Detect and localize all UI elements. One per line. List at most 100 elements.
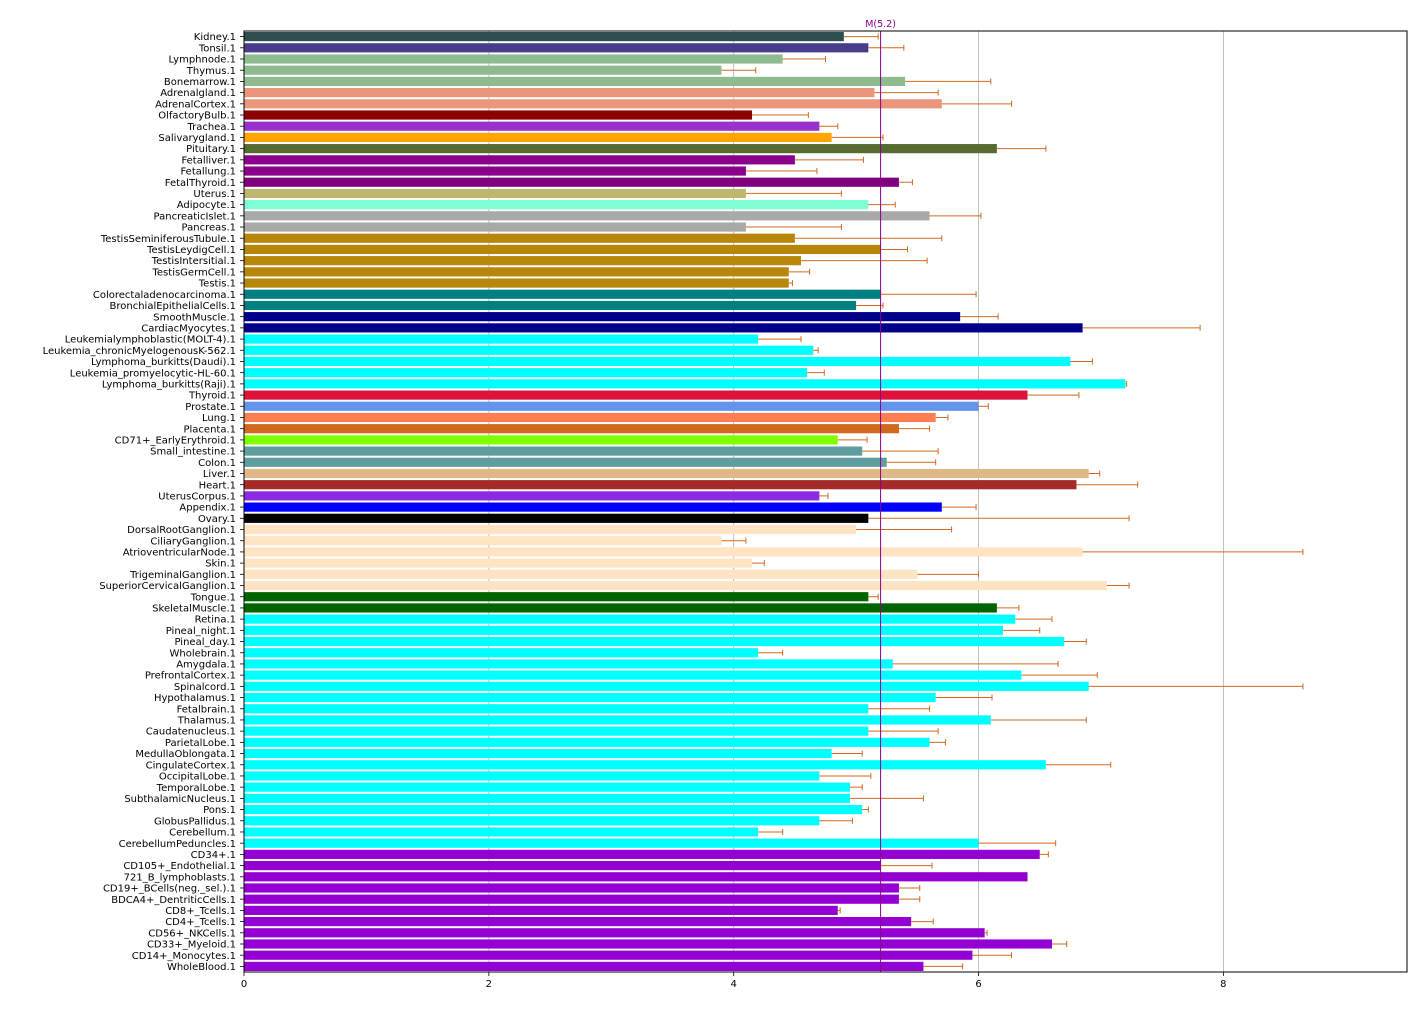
category-label-56: Amygdala.1 [176, 660, 236, 671]
error-bar-56 [892, 660, 1059, 667]
error-bar-80 [984, 929, 988, 936]
bar-38 [244, 457, 887, 467]
bar-11 [244, 155, 795, 165]
category-label-38: Colon.1 [198, 458, 236, 469]
error-bar-19 [880, 246, 909, 253]
x-tick-labels: 0 2 4 6 8 [241, 972, 1227, 990]
category-label-18: TestisSeminiferousTubule.1 [100, 234, 236, 245]
error-bar-14 [745, 190, 842, 197]
error-bar-38 [886, 459, 937, 466]
error-bar-4 [905, 78, 992, 85]
error-bar-32 [1027, 392, 1080, 399]
category-label-45: CiliaryGanglion.1 [150, 536, 236, 547]
category-label-23: Colorectaladenocarcinoma.1 [93, 290, 236, 301]
category-label-28: Leukemia_chronicMyelogenousK-562.1 [43, 346, 236, 357]
category-label-63: ParietalLobe.1 [165, 738, 236, 749]
category-label-6: AdrenalCortex.1 [155, 99, 236, 110]
bar-77 [244, 894, 899, 904]
error-bar-23 [880, 291, 977, 298]
bar-31 [244, 379, 1126, 389]
bar-74 [244, 860, 881, 871]
error-bar-5 [874, 89, 939, 96]
bar-35 [244, 424, 899, 434]
category-label-44: DorsalRootGanglion.1 [127, 525, 236, 536]
category-label-82: CD14+_Monocytes.1 [132, 951, 236, 962]
error-bar-61 [990, 716, 1087, 723]
bar-22 [244, 278, 789, 288]
error-bar-35 [898, 425, 931, 432]
category-label-29: Lymphoma_burkitts(Daudi).1 [91, 357, 236, 368]
category-label-76: CD19+_BCells(neg._sel.).1 [103, 884, 236, 895]
bar-54 [244, 636, 1065, 647]
category-label-55: Wholebrain.1 [169, 648, 236, 659]
category-label-62: Caudatenucleus.1 [146, 727, 236, 738]
error-bar-12 [745, 168, 818, 175]
bar-60 [244, 704, 869, 714]
category-label-34: Lung.1 [202, 413, 236, 424]
category-label-68: SubthalamicNucleus.1 [124, 794, 236, 805]
error-bar-76 [898, 884, 921, 891]
category-label-74: CD105+_Endothelial.1 [123, 861, 236, 872]
x-tick-label-0: 0 [241, 979, 247, 990]
reference-line-layer: M(5.2) [865, 19, 896, 972]
bar-80 [244, 928, 985, 938]
bar-2 [244, 54, 783, 64]
category-label-14: Uterus.1 [193, 189, 236, 200]
plot-frame [243, 30, 1408, 973]
error-bar-6 [941, 100, 1013, 107]
error-bar-52 [1015, 616, 1053, 623]
bar-4 [244, 76, 906, 87]
error-bar-22 [788, 280, 793, 287]
error-bar-9 [831, 134, 884, 141]
category-label-26: CardiacMyocytes.1 [141, 323, 236, 334]
category-label-0: Kidney.1 [194, 32, 236, 43]
error-bar-41 [819, 492, 829, 499]
x-tick-label-1: 2 [486, 979, 492, 990]
category-label-60: Fetalbrain.1 [177, 704, 236, 715]
error-bar-25 [960, 313, 999, 320]
category-label-13: FetalThyroid.1 [165, 178, 236, 189]
category-label-57: PrefrontalCortex.1 [145, 671, 236, 682]
bar-53 [244, 625, 1004, 635]
reference-line-label: M(5.2) [865, 19, 896, 30]
category-label-9: Salivarygland.1 [158, 133, 236, 144]
error-bar-3 [721, 67, 757, 74]
error-bar-31 [1125, 380, 1128, 387]
error-bar-79 [911, 918, 934, 925]
error-bar-47 [752, 560, 765, 567]
bar-18 [244, 233, 795, 243]
category-label-20: TestisIntersitial.1 [151, 256, 236, 267]
category-label-80: CD56+_NKCells.1 [148, 928, 236, 939]
error-bar-17 [745, 224, 842, 231]
bar-43 [244, 513, 869, 523]
bar-41 [244, 491, 820, 501]
error-bar-42 [941, 504, 977, 511]
error-bar-15 [868, 201, 896, 208]
error-bar-44 [856, 526, 953, 533]
error-bar-34 [935, 414, 949, 421]
error-bar-57 [1021, 672, 1098, 679]
bar-65 [244, 760, 1046, 770]
category-label-64: MedullaOblongata.1 [135, 749, 236, 760]
bar-28 [244, 345, 814, 355]
error-bar-55 [758, 649, 784, 656]
bar-45 [244, 536, 722, 546]
x-tick-label-3: 6 [975, 979, 981, 990]
category-label-10: Pituitary.1 [186, 144, 236, 155]
category-label-51: SkeletalMuscle.1 [152, 604, 236, 615]
category-label-46: AtrioventricularNode.1 [123, 548, 236, 559]
error-bar-24 [856, 302, 884, 309]
error-bar-71 [758, 828, 784, 835]
category-label-4: Bonemarrow.1 [164, 77, 236, 88]
error-bar-1 [868, 44, 905, 51]
error-bar-36 [837, 436, 868, 443]
error-bar-58 [1088, 683, 1304, 690]
category-label-49: SuperiorCervicalGanglion.1 [99, 581, 236, 592]
bar-69 [244, 804, 863, 815]
category-label-31: Lymphoma_burkitts(Raji).1 [102, 379, 236, 390]
error-bar-29 [1070, 358, 1093, 365]
category-label-79: CD4+_Tcells.1 [165, 917, 236, 928]
bar-52 [244, 614, 1016, 624]
category-label-3: Thymus.1 [186, 66, 236, 77]
